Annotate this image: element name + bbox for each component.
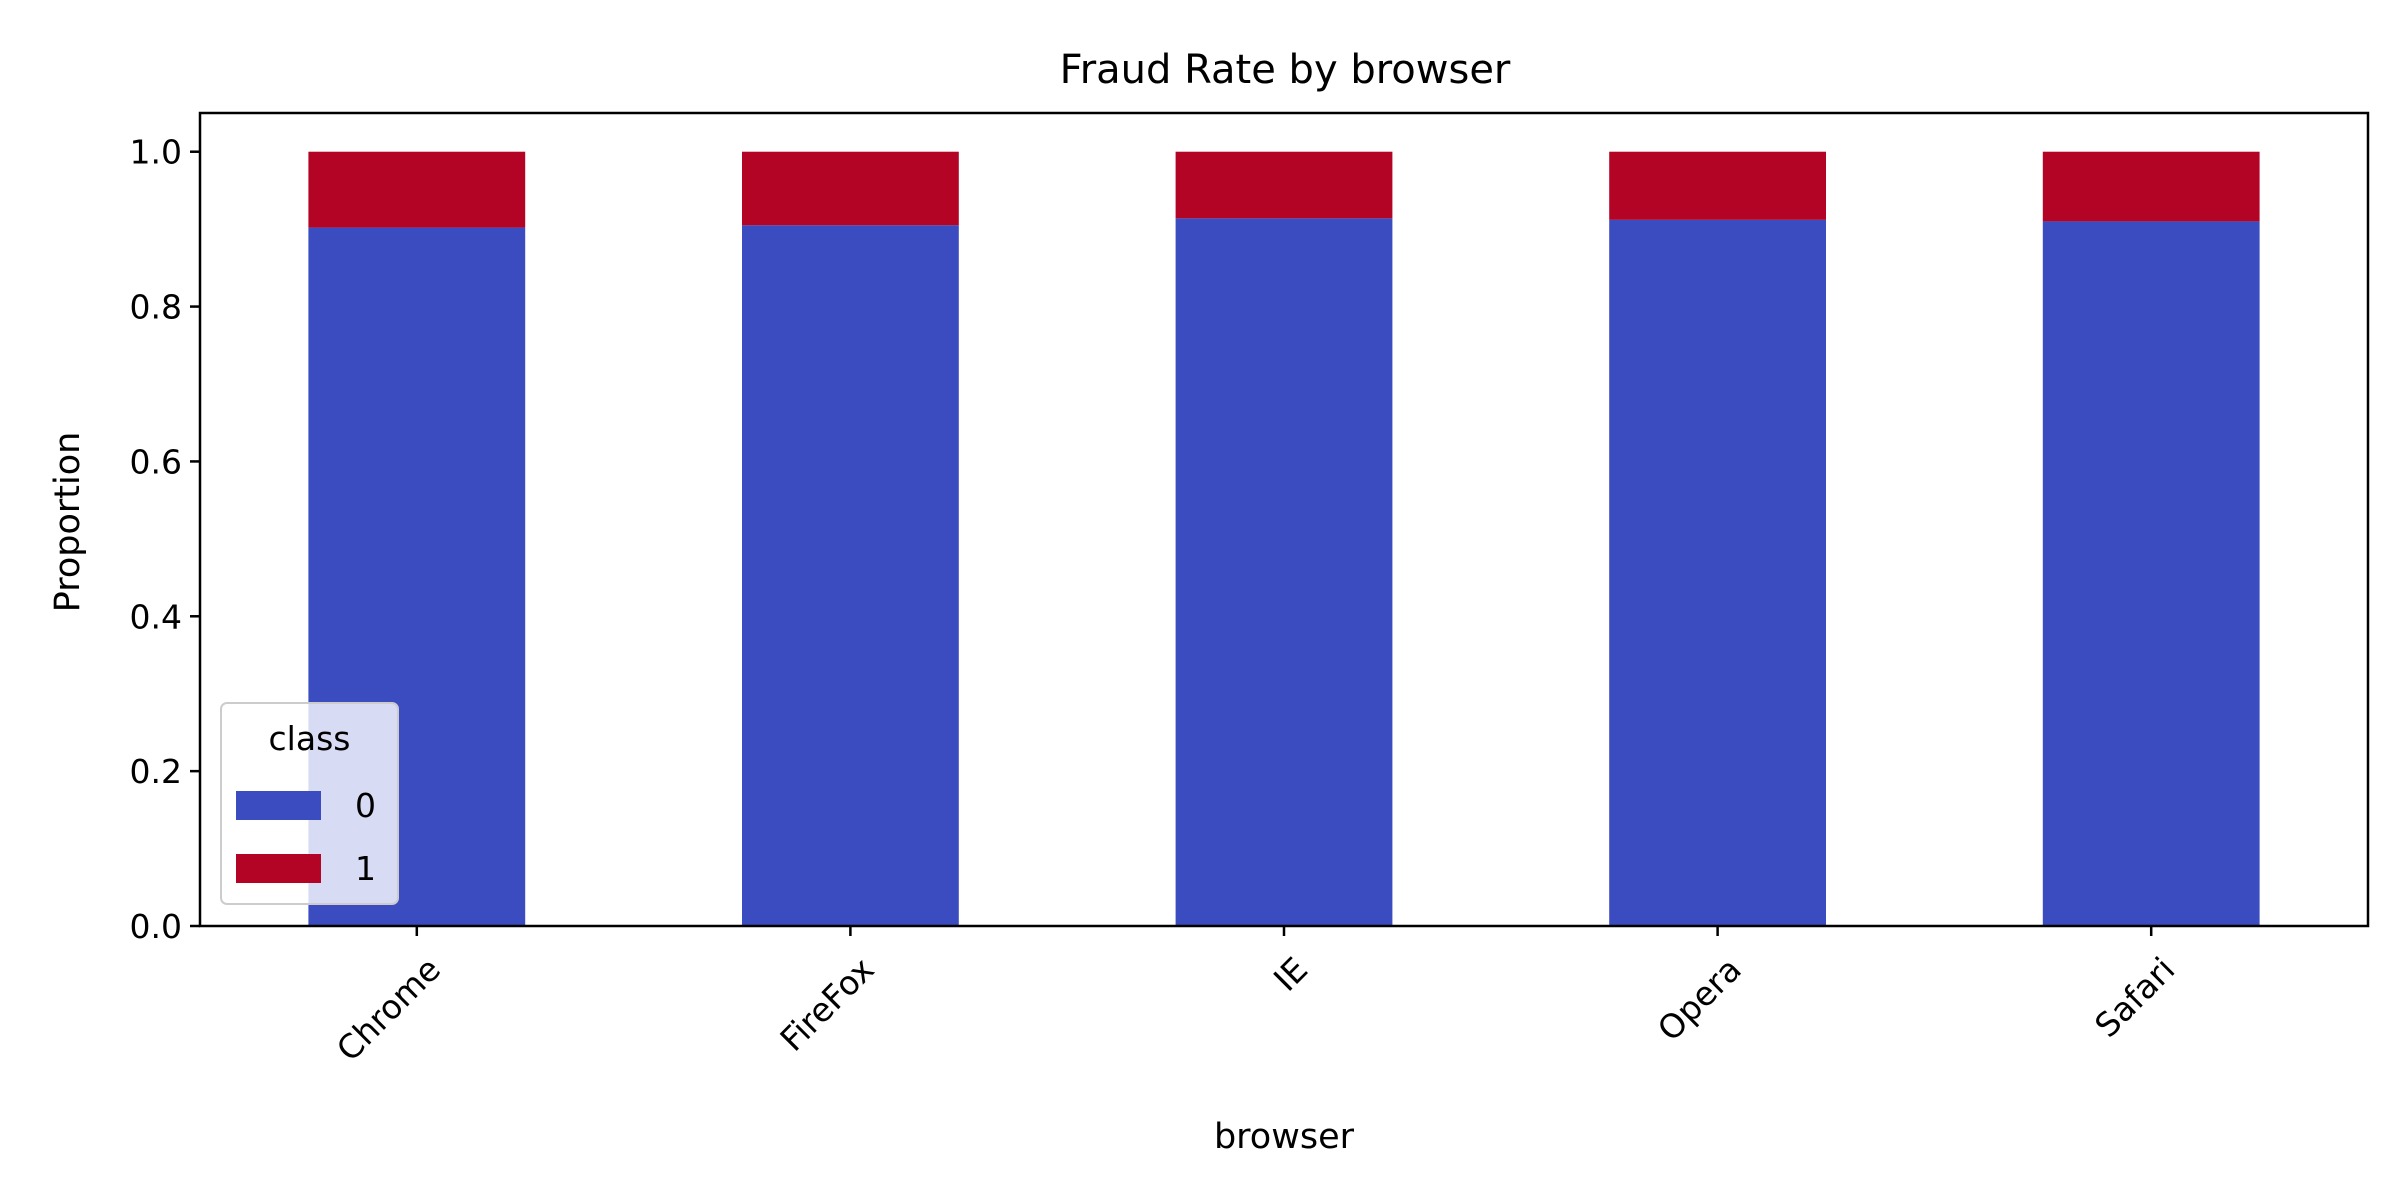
- legend-label-class-1: 1: [355, 849, 376, 888]
- bar-firefox-class-0: [742, 225, 959, 926]
- chart-title: Fraud Rate by browser: [1060, 47, 1511, 93]
- bar-safari-class-1: [2042, 151, 2260, 222]
- bars: [308, 151, 2260, 926]
- legend-label-class-0: 0: [355, 786, 376, 825]
- bar-chrome-class-1: [308, 151, 526, 228]
- y-axis-title: Proportion: [48, 432, 88, 613]
- x-tick-label-chrome: Chrome: [329, 950, 448, 1069]
- y-tick-label: 0.6: [130, 442, 182, 481]
- x-axis-title: browser: [1214, 1117, 1355, 1157]
- legend-swatch-class-1: [236, 854, 321, 883]
- y-tick-label: 0.4: [130, 597, 182, 636]
- x-tick-label-firefox: FireFox: [772, 950, 881, 1059]
- bar-ie-class-1: [1175, 151, 1393, 219]
- x-tick-label-ie: IE: [1266, 950, 1315, 999]
- bar-opera-class-0: [1609, 219, 1826, 926]
- y-tick-label: 0.0: [130, 907, 182, 946]
- y-axis-ticks: 0.0 0.2 0.4 0.6 0.8 1.0: [130, 133, 200, 946]
- y-tick-label: 0.8: [130, 288, 182, 327]
- bar-opera-class-1: [1609, 151, 1826, 220]
- bar-ie-class-0: [1175, 218, 1393, 926]
- bar-safari-class-0: [2042, 221, 2260, 926]
- legend-title: class: [269, 719, 351, 758]
- x-axis-ticks: Chrome FireFox IE Opera Safari: [329, 926, 2182, 1069]
- x-tick-label-safari: Safari: [2087, 950, 2182, 1045]
- y-tick-label: 0.2: [130, 752, 182, 791]
- x-tick-label-opera: Opera: [1650, 950, 1749, 1049]
- y-tick-label: 1.0: [130, 133, 182, 172]
- legend-swatch-class-0: [236, 791, 321, 820]
- bar-firefox-class-1: [742, 151, 959, 226]
